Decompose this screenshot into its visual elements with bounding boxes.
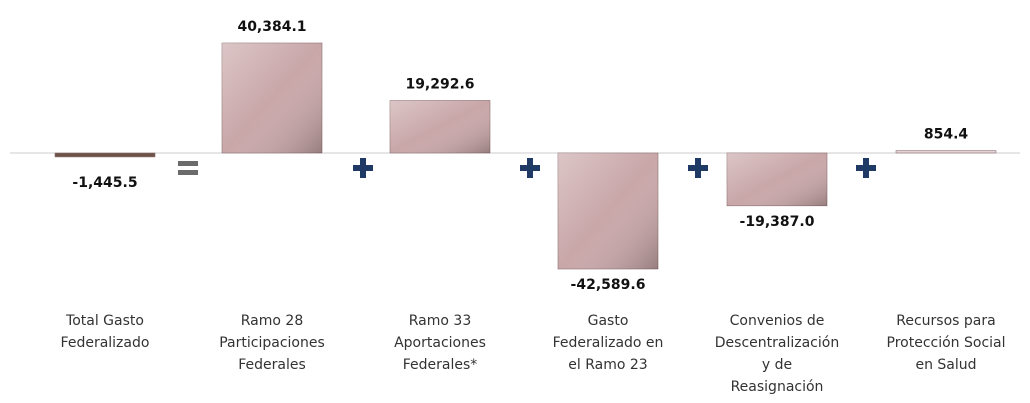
category-label: Protección Social (887, 335, 1006, 351)
category-label: Total Gasto (65, 313, 144, 329)
category-label: Aportaciones (394, 335, 486, 351)
category-label: Convenios de (730, 313, 825, 329)
category-label: Federalizado (61, 335, 150, 351)
bar-shine (727, 153, 827, 206)
category-label: Gasto (588, 313, 629, 329)
value-label: 854.4 (924, 127, 969, 143)
category-label: y de (762, 357, 792, 373)
value-label: -1,445.5 (72, 175, 137, 191)
plus-signs (353, 158, 876, 178)
category-label: Federalizado en (553, 335, 664, 351)
value-label: 40,384.1 (237, 19, 306, 35)
bar-shine (558, 153, 658, 269)
value-label: 19,292.6 (405, 76, 474, 92)
category-label: Federales (238, 357, 306, 373)
value-label: -19,387.0 (740, 214, 815, 230)
category-label: Recursos para (896, 313, 995, 329)
category-label: Federales* (403, 357, 478, 373)
category-label: Participaciones (219, 335, 325, 351)
bar-shine (390, 100, 490, 153)
bar-shine (222, 43, 322, 154)
category-label: Reasignación (731, 379, 824, 395)
bar (895, 150, 997, 154)
category-label: en Salud (915, 357, 976, 373)
equals-sign (178, 161, 198, 175)
bar (54, 152, 156, 158)
value-label: -42,589.6 (571, 277, 646, 293)
category-label: Ramo 33 (409, 313, 471, 329)
category-label: el Ramo 23 (568, 357, 647, 373)
category-label: Ramo 28 (241, 313, 303, 329)
category-label: Descentralización (715, 335, 839, 351)
